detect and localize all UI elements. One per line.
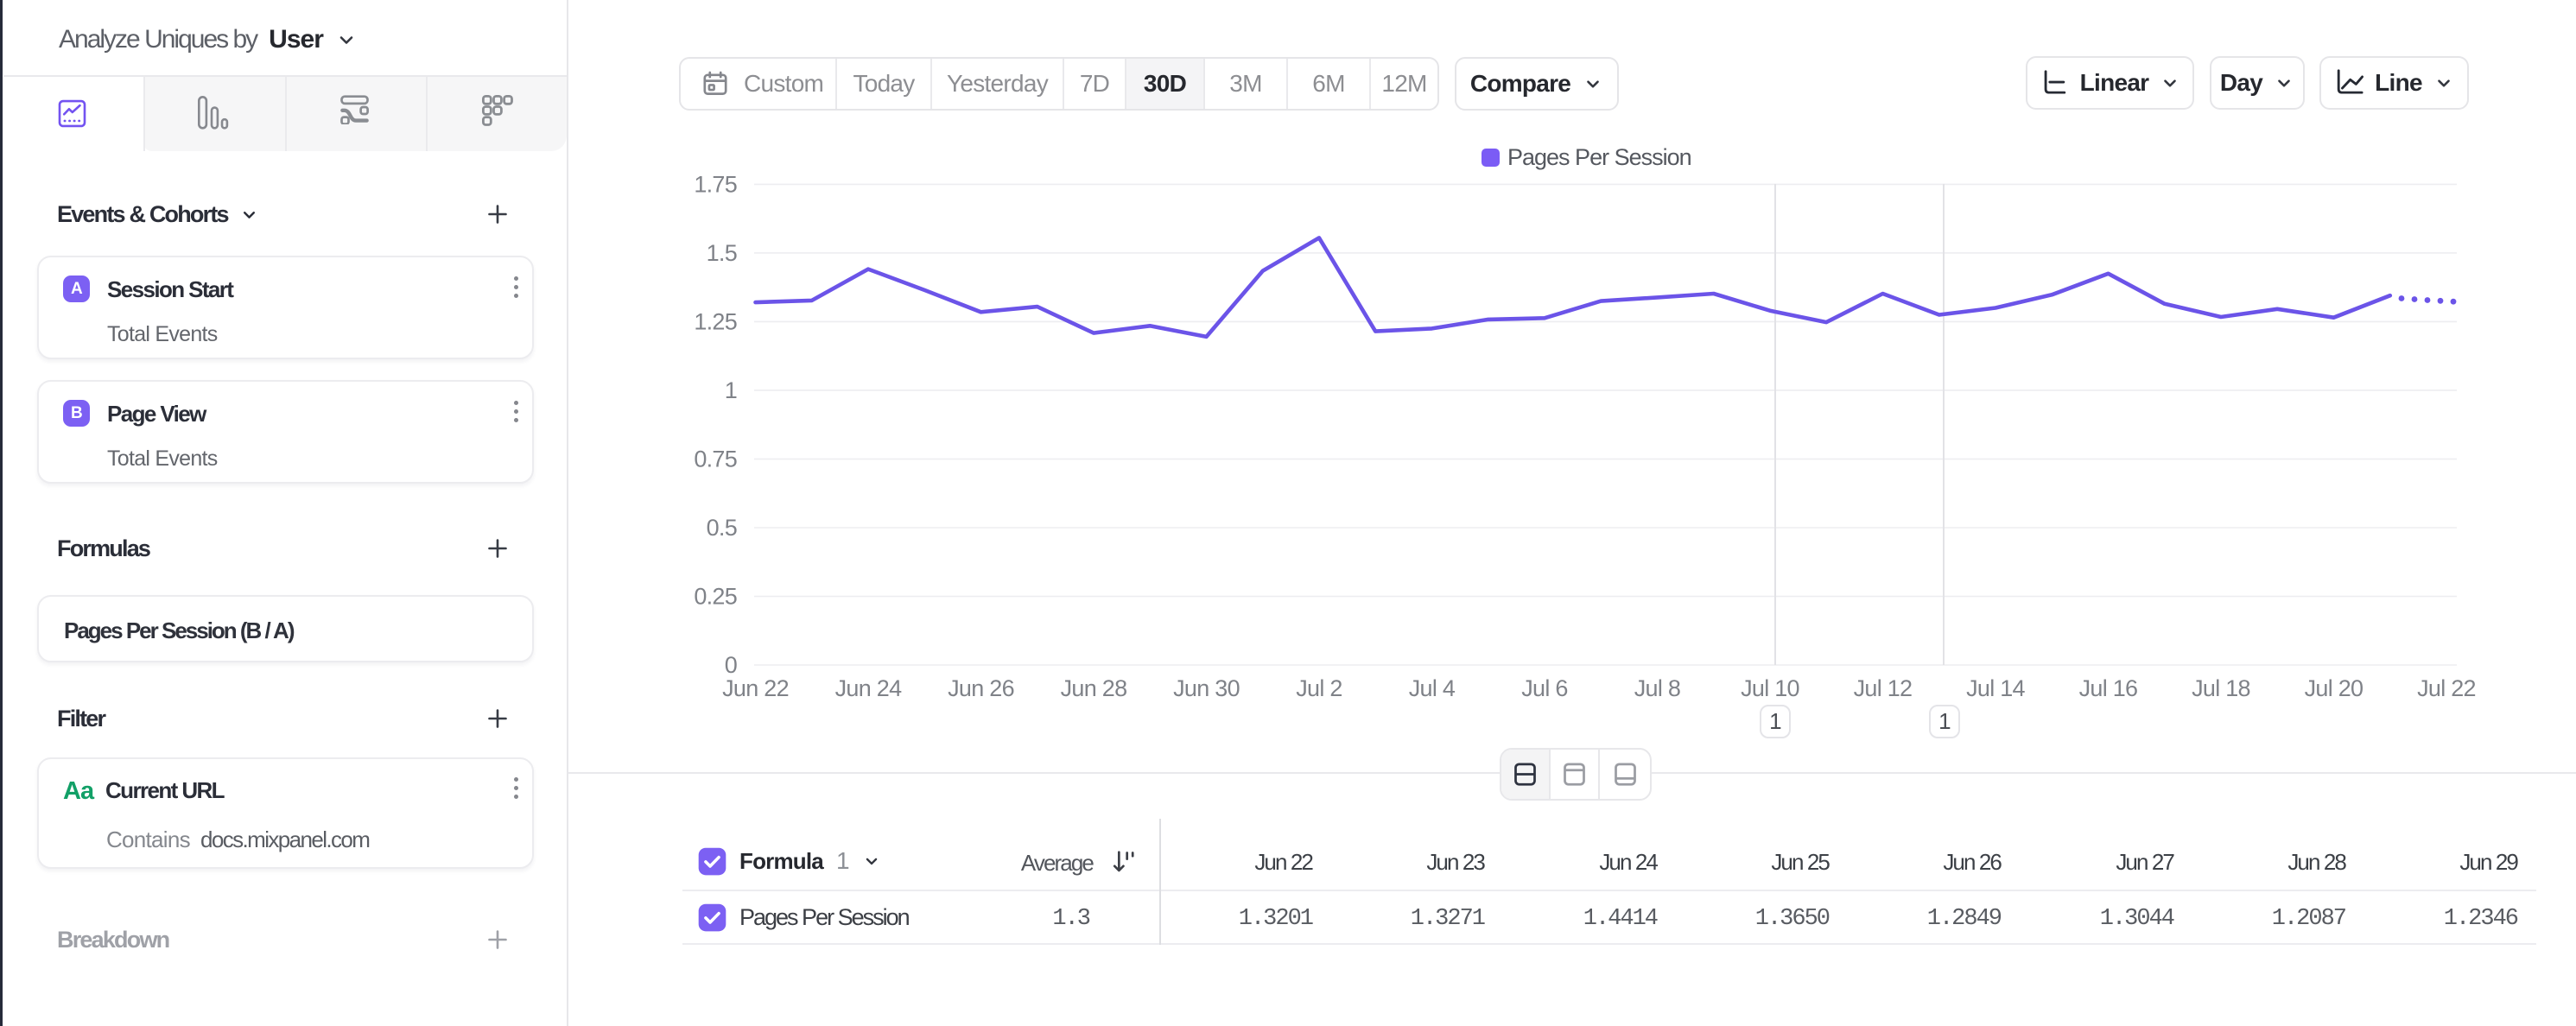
- svg-text:Jul 16: Jul 16: [2079, 675, 2138, 701]
- svg-text:Jul 14: Jul 14: [1966, 675, 2025, 701]
- svg-text:Jun 24: Jun 24: [835, 675, 902, 701]
- svg-text:Jul 4: Jul 4: [1409, 675, 1456, 701]
- svg-text:Jul 20: Jul 20: [2305, 675, 2363, 701]
- svg-text:Jul 6: Jul 6: [1521, 675, 1567, 701]
- svg-text:0.25: 0.25: [694, 584, 737, 610]
- svg-text:Jul 18: Jul 18: [2192, 675, 2250, 701]
- svg-text:1: 1: [725, 377, 737, 403]
- svg-text:Jul 22: Jul 22: [2417, 675, 2476, 701]
- svg-text:0: 0: [725, 652, 737, 678]
- svg-text:Jul 2: Jul 2: [1296, 675, 1342, 701]
- svg-text:Jul 12: Jul 12: [1854, 675, 1913, 701]
- svg-text:Jul 8: Jul 8: [1634, 675, 1680, 701]
- svg-text:Jun 26: Jun 26: [948, 675, 1014, 701]
- svg-text:Jun 22: Jun 22: [722, 675, 789, 701]
- svg-text:1.25: 1.25: [694, 308, 737, 334]
- svg-text:0.75: 0.75: [694, 446, 737, 472]
- svg-text:Jun 28: Jun 28: [1061, 675, 1127, 701]
- svg-text:Jun 30: Jun 30: [1173, 675, 1240, 701]
- svg-text:1.5: 1.5: [707, 240, 737, 266]
- svg-text:1.75: 1.75: [694, 171, 737, 197]
- svg-text:0.5: 0.5: [707, 515, 737, 541]
- svg-text:Jul 10: Jul 10: [1741, 675, 1799, 701]
